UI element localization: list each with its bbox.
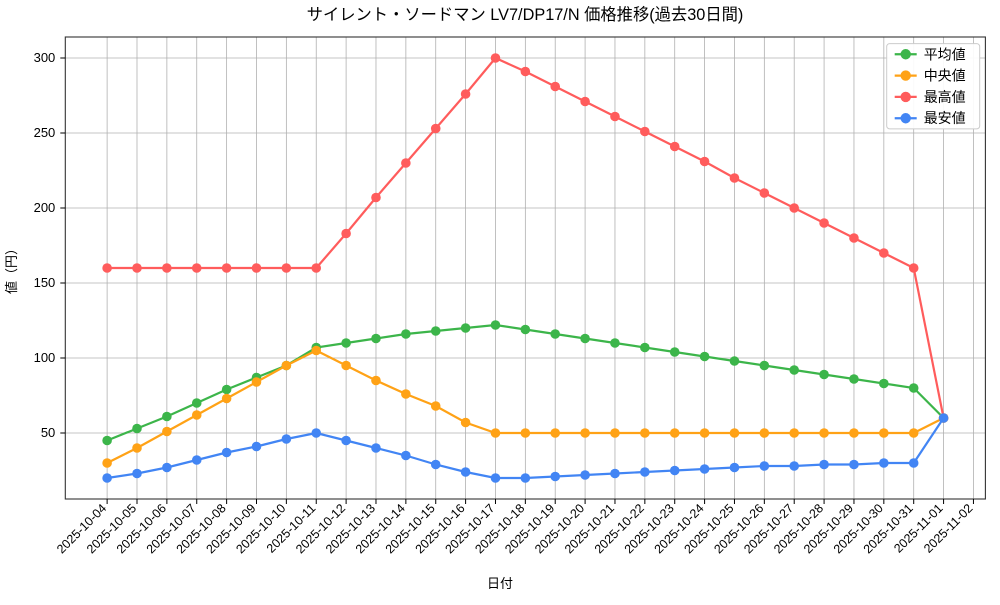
svg-text:中央値: 中央値 (924, 68, 966, 84)
svg-text:値（円）: 値（円） (4, 242, 19, 294)
svg-text:200: 200 (34, 200, 56, 215)
svg-text:最安値: 最安値 (924, 110, 966, 126)
svg-text:250: 250 (34, 125, 56, 140)
svg-text:100: 100 (34, 350, 56, 365)
svg-text:平均値: 平均値 (924, 46, 966, 62)
svg-text:150: 150 (34, 275, 56, 290)
svg-text:最高値: 最高値 (924, 89, 966, 105)
svg-text:300: 300 (34, 50, 56, 65)
svg-text:50: 50 (41, 425, 55, 440)
svg-text:日付: 日付 (487, 576, 513, 591)
svg-text:サイレント・ソードマン LV7/DP17/N 価格推移(過去: サイレント・ソードマン LV7/DP17/N 価格推移(過去30日間) (307, 6, 744, 24)
